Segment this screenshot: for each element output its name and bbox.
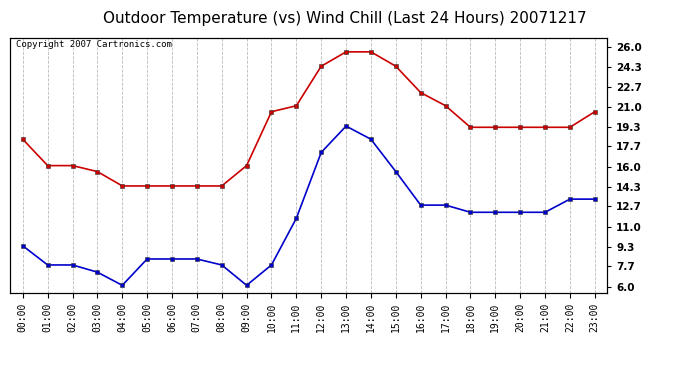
Text: Copyright 2007 Cartronics.com: Copyright 2007 Cartronics.com	[17, 40, 172, 49]
Text: Outdoor Temperature (vs) Wind Chill (Last 24 Hours) 20071217: Outdoor Temperature (vs) Wind Chill (Las…	[104, 11, 586, 26]
